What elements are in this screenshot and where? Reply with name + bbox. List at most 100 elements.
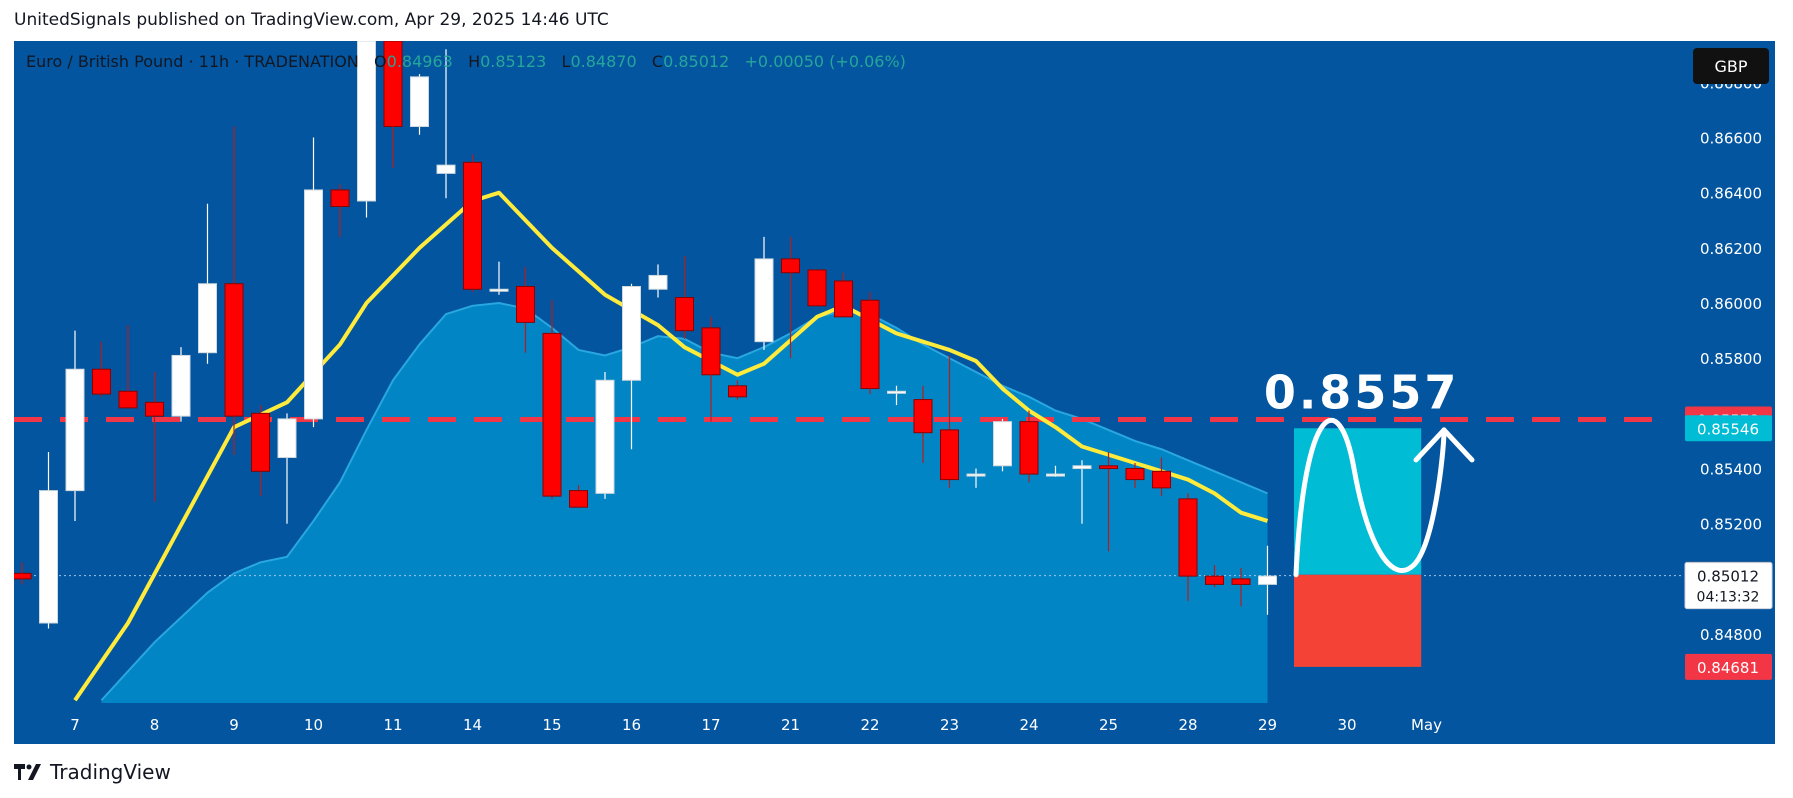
- change-value: +0.00050 (+0.06%): [744, 52, 906, 71]
- symbol-legend: Euro / British Pound · 11h · TRADENATION…: [26, 52, 906, 71]
- candle-body: [1178, 498, 1198, 577]
- candle: [118, 325, 138, 409]
- candle: [569, 485, 588, 508]
- candle-body: [65, 368, 85, 492]
- candle-body: [940, 429, 959, 481]
- candle: [436, 49, 456, 199]
- candle: [913, 385, 933, 464]
- candle-body: [595, 379, 615, 494]
- x-axis-tick-label: 28: [1178, 716, 1197, 734]
- price-badge: [1685, 415, 1772, 442]
- y-axis-tick-label: 0.85800: [1700, 350, 1762, 368]
- last-price-value: 0.85012: [1697, 568, 1759, 586]
- x-axis-tick-label: 7: [70, 716, 80, 734]
- candle: [1046, 465, 1065, 477]
- candle: [92, 341, 111, 397]
- candle-body: [887, 390, 906, 394]
- candle-body: [198, 283, 217, 354]
- candle-body: [224, 283, 244, 417]
- candle: [648, 264, 668, 298]
- publisher-line: UnitedSignals published on TradingView.c…: [14, 10, 609, 30]
- candle-body: [304, 189, 323, 420]
- candle: [807, 269, 827, 307]
- candle-body: [675, 297, 694, 332]
- candle: [1178, 493, 1198, 601]
- x-axis-tick-label: 21: [781, 716, 800, 734]
- y-axis-tick-label: 0.85200: [1700, 516, 1762, 534]
- y-axis-tick-label: 0.86400: [1700, 185, 1762, 203]
- candle-body: [410, 76, 429, 128]
- x-axis-tick-label: 11: [383, 716, 402, 734]
- y-axis-tick-label: 0.86600: [1700, 130, 1762, 148]
- candle-body: [1205, 575, 1224, 585]
- candle-body: [728, 385, 747, 398]
- x-axis-tick-label: 22: [860, 716, 879, 734]
- y-axis-tick-label: 0.86000: [1700, 295, 1762, 313]
- forecast-wave-path: [1293, 417, 1447, 578]
- x-axis-tick-label: 9: [229, 716, 239, 734]
- candle: [860, 292, 880, 395]
- candle: [993, 418, 1012, 472]
- candle-body: [251, 412, 270, 472]
- currency-button[interactable]: GBP: [1693, 48, 1769, 84]
- open-value: 0.84963: [386, 52, 453, 71]
- high-label: H: [468, 52, 481, 71]
- y-axis-tick-label: 0.85400: [1700, 461, 1762, 479]
- candle-body: [463, 161, 482, 290]
- candle: [171, 347, 191, 422]
- bar-countdown: 04:13:32: [1697, 590, 1760, 606]
- candle: [701, 316, 721, 422]
- candle-body: [436, 164, 456, 174]
- tradingview-brand[interactable]: TradingView: [14, 760, 171, 784]
- forecast-loss-zone: [1294, 574, 1422, 667]
- candle-body: [277, 418, 297, 459]
- candle-body: [648, 274, 668, 290]
- candle-body: [171, 354, 191, 417]
- candle: [277, 413, 297, 524]
- candle: [463, 154, 482, 293]
- candle: [251, 405, 270, 497]
- candle: [1152, 457, 1171, 497]
- y-axis-tick-label: 0.86200: [1700, 240, 1762, 258]
- band-fill-area: [101, 303, 1268, 703]
- candle: [39, 451, 58, 629]
- x-axis-tick-label: 30: [1337, 716, 1356, 734]
- candle: [14, 562, 32, 585]
- candle: [595, 372, 615, 499]
- candle-body: [1152, 470, 1171, 489]
- candle: [198, 203, 217, 364]
- tradingview-logo-icon: [14, 764, 41, 780]
- close-value: 0.85012: [663, 52, 730, 71]
- candle-body: [39, 490, 58, 624]
- candle: [887, 385, 906, 406]
- brand-name: TradingView: [50, 760, 171, 784]
- price-badge-label: 0.84681: [1697, 659, 1759, 677]
- candle: [1125, 463, 1145, 488]
- low-value: 0.84870: [570, 52, 637, 71]
- candle-body: [1099, 465, 1118, 470]
- candle: [383, 41, 403, 168]
- candle-body: [1258, 575, 1277, 585]
- x-axis-tick-label: 29: [1258, 716, 1277, 734]
- candle: [622, 283, 641, 450]
- candle: [357, 41, 376, 218]
- candle: [1099, 451, 1118, 552]
- forecast-arrow-icon: [1413, 427, 1475, 463]
- candle: [675, 256, 694, 339]
- candle-body: [1072, 465, 1092, 470]
- candle-body: [993, 421, 1012, 467]
- x-axis-tick-label: 16: [622, 716, 641, 734]
- candle-body: [1125, 468, 1145, 481]
- last-price-badge: [1684, 562, 1773, 610]
- candle: [542, 300, 562, 499]
- x-axis-tick-label: 24: [1019, 716, 1038, 734]
- candle: [145, 372, 164, 502]
- candle-body: [1231, 578, 1251, 585]
- candle: [65, 330, 85, 521]
- candle-body: [1019, 421, 1039, 475]
- candle-body: [383, 41, 403, 128]
- x-axis-tick-label: 8: [150, 716, 160, 734]
- candle-body: [701, 327, 721, 376]
- candle: [1258, 545, 1277, 615]
